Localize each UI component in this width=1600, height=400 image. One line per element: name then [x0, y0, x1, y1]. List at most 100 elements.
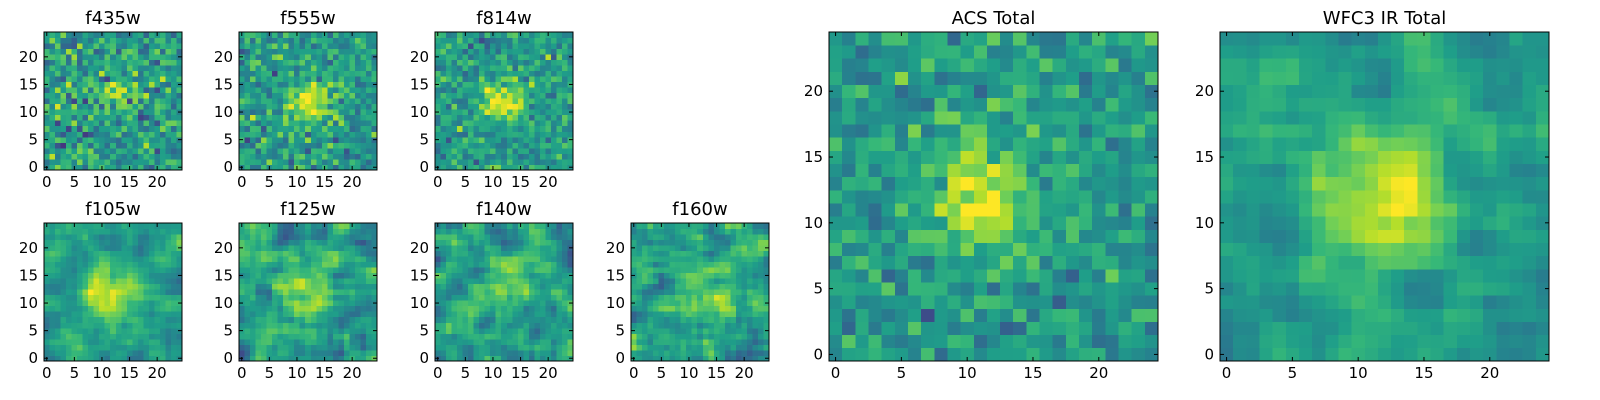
heatmap-cell — [49, 136, 56, 143]
heatmap-cell — [60, 109, 67, 116]
heatmap-cell — [250, 147, 256, 154]
heatmap-cell — [283, 48, 290, 55]
heatmap-cell — [365, 261, 372, 268]
heatmap-cell — [288, 142, 295, 149]
heatmap-cell — [664, 333, 671, 340]
x-tick-label: 5 — [265, 173, 275, 191]
heatmap-cell — [501, 261, 508, 268]
heatmap-cell — [126, 327, 133, 334]
heatmap-cell — [479, 81, 486, 88]
heatmap-cell — [132, 250, 139, 257]
heatmap-cell — [360, 158, 367, 165]
heatmap-cell — [1065, 282, 1080, 296]
heatmap-cell — [741, 300, 748, 307]
heatmap-cell — [365, 344, 372, 351]
heatmap-cell — [680, 261, 687, 268]
heatmap-cell — [148, 120, 155, 127]
heatmap-cell — [121, 142, 128, 149]
heatmap-cell — [539, 300, 546, 307]
heatmap-cell — [338, 98, 345, 105]
heatmap-cell — [283, 327, 290, 334]
heatmap-cell — [170, 125, 177, 132]
heatmap-cell — [327, 120, 334, 127]
heatmap-cell — [283, 164, 290, 171]
heatmap-cell — [752, 245, 759, 251]
heatmap-cell — [468, 300, 475, 307]
heatmap-cell — [159, 283, 166, 290]
heatmap-cell — [132, 98, 139, 105]
heatmap-cell — [523, 98, 530, 105]
heatmap-cell — [1079, 176, 1093, 191]
heatmap-cell — [143, 114, 150, 121]
heatmap-cell — [299, 65, 306, 72]
heatmap-cell — [82, 131, 89, 138]
heatmap-cell — [1065, 189, 1080, 204]
heatmap-cell — [316, 272, 323, 279]
heatmap-cell — [115, 103, 122, 110]
heatmap-cell — [66, 316, 72, 323]
heatmap-cell — [669, 256, 676, 263]
heatmap-cell — [110, 54, 117, 60]
heatmap-cell — [250, 322, 256, 329]
heatmap-cell — [272, 153, 279, 160]
heatmap-cell — [697, 355, 704, 362]
heatmap-cell — [360, 245, 367, 251]
heatmap-cell — [561, 59, 568, 66]
heatmap-cell — [266, 239, 273, 246]
heatmap-cell — [973, 268, 988, 283]
heatmap-cell — [44, 48, 50, 55]
heatmap-cell — [277, 322, 284, 329]
heatmap-cell — [567, 158, 574, 165]
heatmap-cell — [757, 294, 764, 301]
y-tick-label: 5 — [223, 131, 233, 149]
heatmap-cell — [88, 54, 95, 60]
heatmap-cell — [327, 142, 334, 149]
heatmap-cell — [517, 239, 524, 246]
heatmap-cell — [327, 228, 334, 235]
heatmap-cell — [556, 267, 563, 274]
heatmap-cell — [349, 59, 356, 66]
heatmap-cell — [88, 92, 95, 99]
heatmap-cell — [1052, 163, 1067, 178]
heatmap-cell — [550, 153, 557, 160]
heatmap-cell — [93, 54, 100, 60]
heatmap-cell — [713, 344, 720, 351]
heatmap-cell — [316, 278, 323, 285]
heatmap-cell — [154, 109, 161, 116]
heatmap-cell — [49, 153, 56, 160]
heatmap-cell — [126, 70, 133, 77]
heatmap-cell — [567, 70, 574, 77]
heatmap-cell — [176, 98, 183, 105]
heatmap-cell — [266, 316, 273, 323]
heatmap-cell — [343, 164, 350, 171]
heatmap-cells — [239, 223, 378, 362]
heatmap-cell — [539, 32, 546, 38]
heatmap-cell — [332, 59, 339, 66]
heatmap-cell — [77, 59, 84, 66]
heatmap-cell — [636, 239, 643, 246]
heatmap-cell — [697, 250, 704, 257]
heatmap-cell — [60, 76, 67, 83]
heatmap-cell — [343, 283, 350, 290]
heatmap-cell — [99, 349, 106, 356]
heatmap-cell — [159, 305, 166, 312]
heatmap-cell — [332, 272, 339, 279]
heatmap-cell — [556, 98, 563, 105]
heatmap-cell — [170, 120, 177, 127]
heatmap-cell — [713, 256, 720, 263]
heatmap-cell — [539, 267, 546, 274]
heatmap-cell — [49, 316, 56, 323]
heatmap-cell — [288, 158, 295, 165]
heatmap-cell — [277, 92, 284, 99]
heatmap-cell — [110, 223, 117, 229]
heatmap-cell — [528, 289, 535, 296]
heatmap-cell — [468, 70, 475, 77]
heatmap-cell — [741, 311, 748, 318]
heatmap-cell — [176, 311, 183, 318]
heatmap-cell — [77, 333, 84, 340]
heatmap-cell — [327, 327, 334, 334]
heatmap-cell — [473, 109, 480, 116]
heatmap-cell — [702, 289, 709, 296]
heatmap-cell — [349, 283, 356, 290]
heatmap-cell — [1065, 268, 1080, 283]
